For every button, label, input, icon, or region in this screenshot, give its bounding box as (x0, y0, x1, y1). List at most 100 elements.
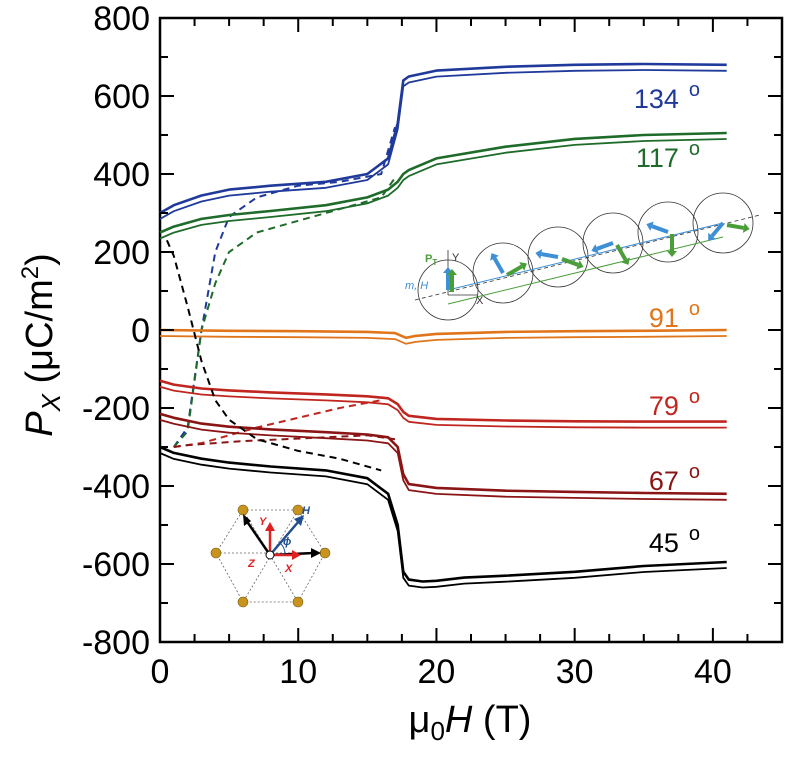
blue-spin-arrow-head (708, 232, 716, 241)
green-polarization-arrow-head (447, 269, 457, 275)
x-axis-title: μ0H (T) (409, 699, 532, 746)
x-tick-label: 40 (694, 653, 732, 691)
lattice-phi-arc (279, 542, 286, 556)
series-label-value: 67 (649, 466, 679, 496)
inset-dashed-axis (414, 214, 761, 301)
series-label-degree: o (689, 461, 700, 483)
y-axis-title-var: P (19, 411, 61, 437)
inset-circles (417, 192, 754, 321)
series-dashed-line (173, 434, 396, 448)
lattice-z-origin (265, 550, 275, 560)
green-polarization-arrow (615, 244, 628, 261)
lattice-atom (292, 504, 304, 516)
blue-spin-arrow (540, 252, 559, 259)
blue-spin-arrow (492, 257, 505, 274)
series-line (159, 412, 727, 496)
lattice-h-arrowhead (294, 515, 304, 526)
lattice-z-label: Z (247, 558, 256, 570)
inset-circle (637, 201, 699, 263)
series-label-degree: o (689, 523, 700, 545)
inset-p-var: P (425, 253, 432, 265)
series-dashed-line (165, 239, 382, 472)
y-axis-title-sup: 2 (17, 266, 44, 279)
series-label: 117 o (636, 138, 700, 173)
series-79: 79 o (159, 379, 727, 448)
y-tick-label: 600 (93, 78, 150, 116)
series-line (159, 131, 727, 234)
series-line (159, 328, 727, 340)
green-polarization-arrow-head (742, 223, 750, 233)
series-117: 117 o (159, 131, 727, 448)
spin-rotation-inset: PT Y X m, H (405, 192, 761, 321)
green-polarization-arrow (726, 223, 745, 230)
y-tick-label: -800 (82, 624, 150, 662)
series-label-degree: o (689, 386, 700, 408)
x-axis-title-mu: μ (409, 699, 431, 741)
lattice-atom (319, 547, 331, 559)
blue-spin-arrow (651, 224, 669, 234)
lattice-y-label: Y (259, 516, 268, 528)
series-line-sweep (159, 138, 727, 240)
lattice-atom (210, 547, 222, 559)
series-group: 134 o 117 o 91 o 79 o 67 o 45 o (159, 62, 727, 589)
inset-circle (692, 192, 754, 254)
inset-p-label: PT (425, 253, 437, 267)
x-tick-label: 0 (151, 653, 170, 691)
x-tick-label: 30 (556, 653, 594, 691)
y-tick-label: 800 (93, 0, 150, 38)
blue-spin-arrow-head (646, 221, 654, 231)
inset-p-sub: T (432, 258, 437, 267)
x-axis-title-unit: (T) (472, 699, 531, 741)
series-134: 134 o (159, 62, 727, 448)
green-polarization-arrow-head (621, 257, 630, 265)
lattice-y-arrowhead (265, 522, 275, 531)
blue-spin-arrow (710, 221, 725, 238)
lattice-x-arrowhead (292, 550, 301, 560)
green-polarization-arrow-head (519, 262, 527, 271)
lattice-h-label: H (302, 505, 311, 517)
green-polarization-arrow (505, 264, 523, 277)
inset-blue-envelope (447, 222, 724, 291)
series-label-value: 117 (636, 143, 679, 173)
series-label-degree: o (689, 298, 700, 320)
lattice-black-arrowhead-right (311, 548, 321, 558)
lattice-atoms (210, 504, 331, 608)
y-axis-title-unit-open: (μC/m (19, 279, 61, 394)
lattice-atom (292, 596, 304, 608)
y-axis-title: PX (μC/m2) (17, 253, 66, 436)
series-dashed-line (173, 177, 396, 448)
inset-green-envelope (447, 236, 724, 305)
y-tick-label: -600 (82, 546, 150, 584)
series-label-value: 45 (649, 528, 679, 558)
series-line-sweep (159, 335, 727, 345)
lattice-black-arrowhead-left (243, 514, 251, 526)
series-line-sweep (159, 419, 727, 501)
series-label: 134 o (634, 79, 700, 114)
series-label-value: 79 (649, 391, 679, 421)
series-label-value: 134 (634, 84, 679, 114)
lattice-inset: Y H ϕ Z X (210, 504, 331, 608)
x-tick-label: 20 (418, 653, 456, 691)
green-polarization-arrow-head (576, 260, 584, 270)
lattice-phi-label: ϕ (283, 536, 291, 548)
y-axis-title-sub: X (36, 392, 66, 412)
series-line (159, 62, 727, 215)
lattice-black-arrow-left (244, 519, 272, 556)
blue-spin-arrow-head (535, 249, 543, 259)
y-tick-label: 200 (93, 234, 150, 272)
series-label-value: 91 (649, 303, 679, 333)
lattice-atom (237, 504, 249, 516)
series-line-sweep (159, 385, 727, 429)
series-label-degree: o (689, 138, 700, 160)
series-45: 45 o (159, 239, 727, 589)
inset-y-label: Y (452, 252, 460, 264)
series-label: 79 o (649, 386, 700, 421)
lattice-h-arrow (269, 520, 300, 556)
y-tick-label: 400 (93, 156, 150, 194)
blue-spin-arrow-head (490, 253, 499, 261)
y-tick-label: 0 (131, 312, 150, 350)
series-label: 45 o (649, 523, 700, 558)
ticks-group: 0 10 20 30 40 800 600 400 200 0 -200 -400 -600 -800 (82, 0, 783, 691)
inset-x-label: X (476, 295, 484, 307)
